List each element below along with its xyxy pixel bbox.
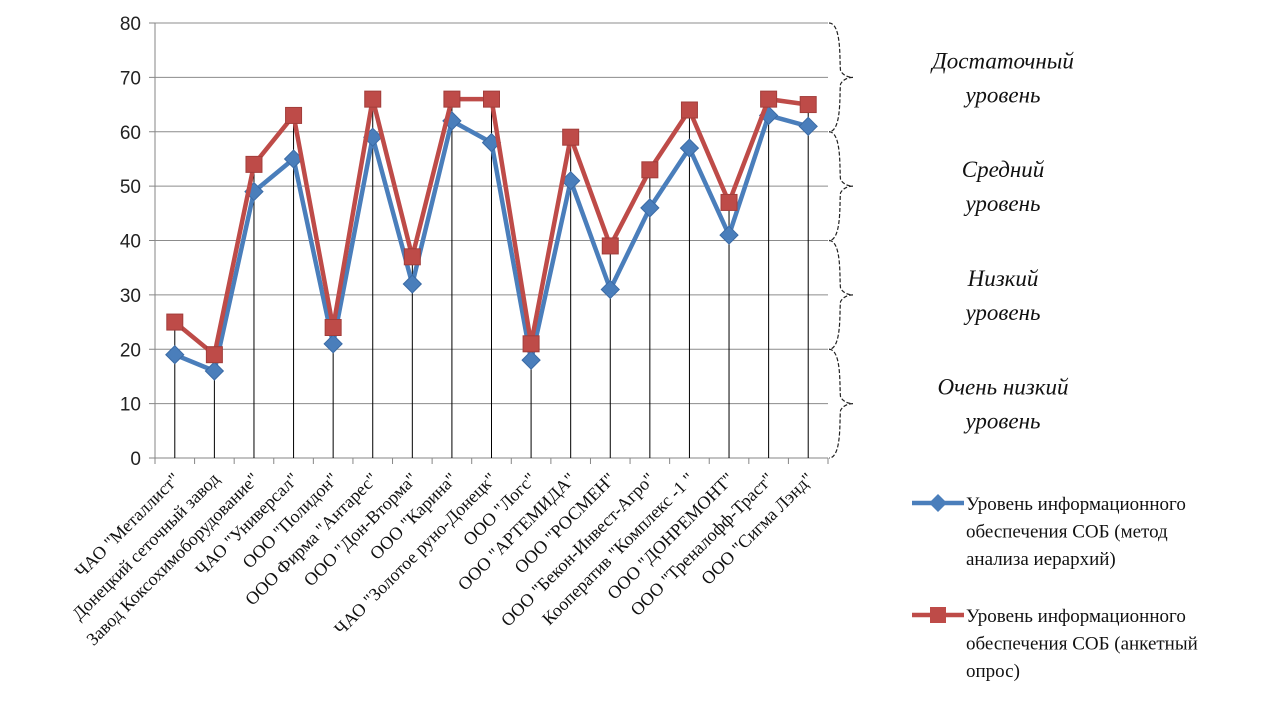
series-2-point — [364, 90, 382, 108]
y-tick-label-80: 80 — [120, 14, 141, 35]
brace-4 — [828, 348, 854, 459]
legend-marker — [930, 607, 946, 623]
level-label-2: уровень — [964, 191, 1041, 216]
series-2-point — [166, 313, 184, 331]
y-tick-label-70: 70 — [120, 68, 141, 89]
series-1-point — [600, 279, 620, 300]
legend-item-2: Уровень информационного обеспечения СОБ (… — [912, 606, 1198, 682]
level-label-4: Очень низкий — [937, 375, 1069, 400]
level-label-1: Достаточный — [930, 48, 1074, 73]
series-group — [165, 90, 818, 381]
series-2-point — [443, 90, 461, 108]
series-2-point — [245, 155, 263, 173]
level-label-4: уровень — [964, 409, 1041, 434]
level-label-3: уровень — [964, 300, 1041, 325]
y-tick-label-20: 20 — [120, 340, 141, 361]
y-tick-label-30: 30 — [120, 286, 141, 307]
series-2 — [166, 90, 817, 364]
series-1-point — [679, 138, 700, 158]
series-2-point — [403, 248, 421, 266]
legend: Уровень информационного обеспечения СОБ (… — [912, 494, 1198, 682]
series-2-point — [324, 319, 342, 336]
series-2-point — [641, 161, 659, 179]
legend-label: Уровень информационного — [966, 606, 1186, 627]
legend-label: Уровень информационного — [966, 494, 1186, 515]
level-label-2: Средний — [962, 157, 1045, 182]
series-2-point — [799, 96, 817, 114]
series-2-point — [522, 335, 540, 353]
series-1-point — [323, 334, 343, 354]
x-axis: ЧАО "Металлист"Донецкий сеточный заводЗа… — [68, 458, 829, 650]
level-label-3: Низкий — [967, 266, 1039, 291]
level-labels: Достаточный уровень Средний уровень Низкий ур… — [930, 48, 1074, 433]
brace-3 — [828, 239, 854, 350]
brace-2 — [828, 131, 854, 242]
y-tick-label-60: 60 — [120, 123, 141, 144]
level-braces — [828, 22, 854, 459]
legend-label: обеспечения СОБ (анкетный — [966, 634, 1198, 655]
x-tick-label: Завод Коксохимоборудование" — [82, 469, 263, 650]
series-1-point — [798, 116, 818, 137]
y-tick-label-40: 40 — [120, 232, 141, 253]
series-1-point — [521, 350, 541, 370]
series-1-point — [165, 344, 185, 365]
series-1-point — [402, 274, 423, 294]
series-2-point — [680, 101, 698, 119]
series-2-point — [562, 128, 580, 146]
y-axis: 0 10 20 30 40 50 60 70 80 — [120, 14, 156, 470]
series-2-point — [483, 90, 500, 108]
series-2-point — [720, 193, 738, 211]
legend-label: опрос) — [966, 661, 1020, 682]
brace-1 — [828, 22, 854, 133]
series-1-point — [719, 225, 739, 245]
y-tick-label-50: 50 — [120, 177, 141, 198]
level-label-1: уровень — [964, 82, 1041, 107]
series-2-point — [285, 106, 303, 124]
series-1-point — [204, 361, 225, 381]
legend-item-1: Уровень информационного обеспечения СОБ (… — [912, 494, 1186, 570]
series-2-point — [205, 346, 223, 364]
legend-marker — [929, 494, 947, 512]
series-2-point — [760, 90, 778, 108]
legend-label: обеспечения СОБ (метод — [966, 522, 1168, 543]
y-tick-label-0: 0 — [130, 449, 141, 470]
legend-label: анализа иерархий) — [966, 549, 1116, 570]
y-tick-label-10: 10 — [120, 395, 141, 416]
series-2-point — [601, 237, 619, 255]
series-1-point — [640, 198, 660, 218]
